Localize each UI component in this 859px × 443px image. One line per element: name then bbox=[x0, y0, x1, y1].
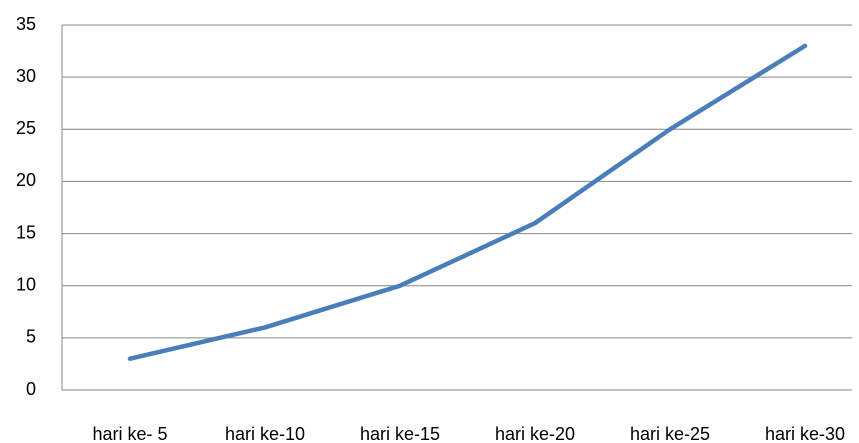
y-tick-label: 25 bbox=[16, 118, 36, 138]
x-tick-label: hari ke-15 bbox=[360, 424, 440, 443]
y-tick-label: 10 bbox=[16, 274, 36, 294]
y-tick-label: 20 bbox=[16, 170, 36, 190]
line-series bbox=[127, 43, 808, 361]
x-tick-label: hari ke-10 bbox=[225, 424, 305, 443]
y-tick-label: 15 bbox=[16, 222, 36, 242]
x-tick-label: hari ke-30 bbox=[765, 424, 845, 443]
x-tick-label: hari ke- 5 bbox=[92, 424, 167, 443]
y-tick-label: 35 bbox=[16, 14, 36, 34]
x-tick-label: hari ke-25 bbox=[630, 424, 710, 443]
y-tick-label: 5 bbox=[26, 327, 36, 347]
y-tick-label: 0 bbox=[26, 379, 36, 399]
x-tick-label: hari ke-20 bbox=[495, 424, 575, 443]
y-tick-label: 30 bbox=[16, 66, 36, 86]
